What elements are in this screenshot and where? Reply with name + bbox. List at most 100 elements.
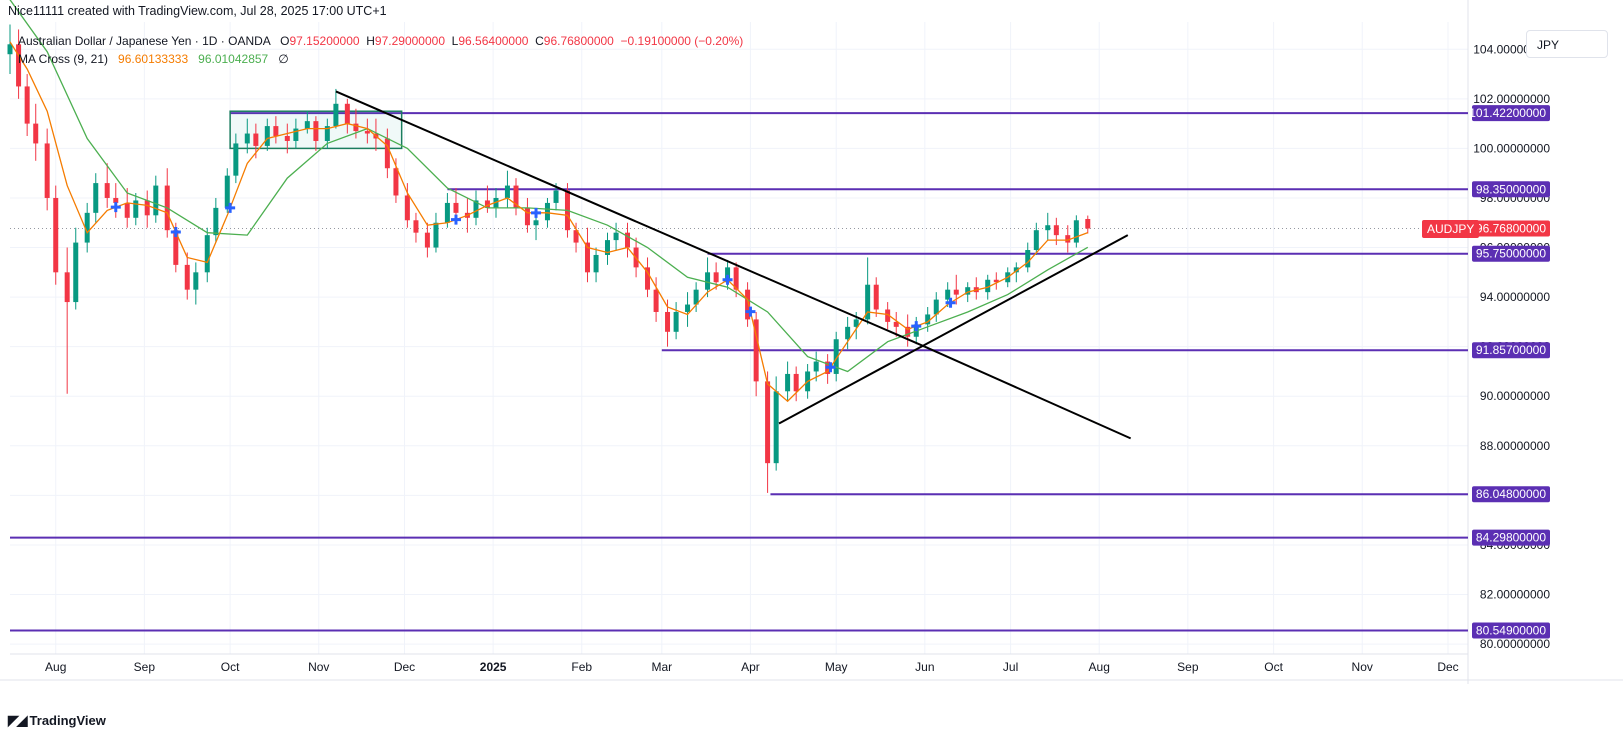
x-tick-label-9: May xyxy=(825,660,848,674)
x-tick-label-14: Oct xyxy=(1264,660,1283,674)
candle-body-75 xyxy=(753,319,759,382)
candle-body-88 xyxy=(885,309,891,322)
candle-body-10 xyxy=(104,183,110,198)
footer-brand: TradingView xyxy=(29,713,106,728)
cross-marker-4 xyxy=(531,207,542,218)
candle-body-67 xyxy=(673,311,679,332)
x-tick-label-10: Jun xyxy=(915,660,934,674)
level-tag-bg-2 xyxy=(1472,245,1550,262)
current-price-tag-label: 96.76800000 xyxy=(1476,222,1546,236)
x-tick-label-3: Nov xyxy=(308,660,329,674)
candle-body-106 xyxy=(1065,235,1071,243)
candle-body-26 xyxy=(264,126,270,146)
candle-body-94 xyxy=(945,289,951,300)
trendlines xyxy=(335,90,1132,440)
candle-body-93 xyxy=(933,299,939,315)
cross-marker-5 xyxy=(745,306,756,317)
open-label: O xyxy=(280,34,290,48)
candle-body-42 xyxy=(424,232,430,248)
candle-body-0 xyxy=(7,44,13,55)
candle-body-44 xyxy=(444,202,450,223)
candle-body-58 xyxy=(584,242,590,273)
current-price-tag-bg xyxy=(1472,220,1550,237)
y-axis[interactable]: 104.00000000102.00000000100.0000000098.0… xyxy=(1473,42,1550,651)
candle-body-23 xyxy=(233,143,239,176)
indicator-legend[interactable]: MA Cross (9, 21) 96.60133333 96.01042857… xyxy=(18,52,289,66)
candle-body-69 xyxy=(693,289,699,305)
candle-body-90 xyxy=(905,326,911,337)
candle-body-74 xyxy=(745,289,751,320)
candle-body-105 xyxy=(1053,225,1059,236)
candle-body-70 xyxy=(705,272,711,290)
candle-body-29 xyxy=(293,128,299,141)
candle-body-64 xyxy=(645,267,651,290)
x-tick-label-4: Dec xyxy=(394,660,415,674)
symbol-legend[interactable]: Australian Dollar / Japanese Yen · 1D · … xyxy=(18,34,743,48)
indicator-extra: ∅ xyxy=(278,52,289,66)
candle-body-104 xyxy=(1045,225,1051,231)
candle-body-101 xyxy=(1013,267,1019,273)
candle-body-45 xyxy=(453,202,459,213)
close-value: 96.76800000 xyxy=(543,34,614,48)
candle-body-31 xyxy=(313,121,319,141)
candles xyxy=(7,24,1091,493)
cross-marker-6 xyxy=(825,362,836,373)
symbol-name: Australian Dollar / Japanese Yen · 1D · … xyxy=(18,34,271,48)
candle-body-19 xyxy=(193,272,199,290)
candle-body-12 xyxy=(124,202,130,218)
y-tick-label-1: 102.00000000 xyxy=(1473,92,1550,106)
level-tag-label-1: 98.35000000 xyxy=(1476,182,1546,196)
candle-body-87 xyxy=(873,284,879,310)
x-axis[interactable]: Aug Sep Oct Nov Dec 2025 Feb Mar Apr May Jun Jul Aug… xyxy=(45,660,1459,674)
candle-body-53 xyxy=(533,220,539,226)
candle-body-65 xyxy=(653,289,659,312)
x-tick-label-7: Mar xyxy=(651,660,672,674)
candle-body-21 xyxy=(213,207,219,236)
candle-body-6 xyxy=(64,272,70,303)
chart-grid xyxy=(0,0,1623,684)
candle-body-8 xyxy=(84,212,90,243)
candle-body-41 xyxy=(413,220,419,233)
candle-body-49 xyxy=(493,197,499,208)
horizontal-levels xyxy=(10,112,1468,632)
open-value: 97.15200000 xyxy=(289,34,360,48)
candle-body-71 xyxy=(713,272,719,283)
candle-body-33 xyxy=(333,103,339,127)
indicator-name: MA Cross (9, 21) xyxy=(18,52,109,66)
candle-body-79 xyxy=(793,373,799,392)
x-tick-label-1: Sep xyxy=(134,660,156,674)
y-tick-label-7: 90.00000000 xyxy=(1480,389,1550,403)
candle-body-108 xyxy=(1085,218,1091,229)
x-tick-label-2: Oct xyxy=(221,660,240,674)
candle-body-30 xyxy=(304,121,310,129)
level-tag-bg-6 xyxy=(1472,622,1550,639)
y-tick-label-2: 100.00000000 xyxy=(1473,141,1550,155)
candle-body-84 xyxy=(845,326,851,340)
candle-body-92 xyxy=(925,314,931,325)
currency-selector[interactable]: JPY xyxy=(1526,30,1608,58)
candle-body-83 xyxy=(833,339,839,374)
candle-body-1 xyxy=(16,44,22,87)
trendline-1 xyxy=(924,345,1132,440)
candle-body-81 xyxy=(813,361,819,372)
x-tick-label-6: Feb xyxy=(571,660,592,674)
candle-body-73 xyxy=(733,267,739,290)
level-tag-bg-4 xyxy=(1472,486,1550,503)
tradingview-footer[interactable]: ◤◢ TradingView xyxy=(8,712,106,729)
candle-body-39 xyxy=(393,168,399,196)
x-tick-label-15: Nov xyxy=(1352,660,1373,674)
candle-body-3 xyxy=(33,123,39,144)
level-tag-label-0: 101.42200000 xyxy=(1469,106,1546,120)
moving-averages xyxy=(9,0,1089,403)
x-tick-label-13: Sep xyxy=(1177,660,1199,674)
candle-body-54 xyxy=(544,202,550,221)
cross-marker-2 xyxy=(225,202,236,213)
candle-body-9 xyxy=(93,183,99,213)
level-tag-label-3: 91.85700000 xyxy=(1476,343,1546,357)
level-tag-bg-1 xyxy=(1472,181,1550,198)
cross-marker-7 xyxy=(911,321,922,332)
candle-body-40 xyxy=(404,195,410,221)
cross-marker-9 xyxy=(722,274,733,285)
candle-body-27 xyxy=(273,126,279,137)
